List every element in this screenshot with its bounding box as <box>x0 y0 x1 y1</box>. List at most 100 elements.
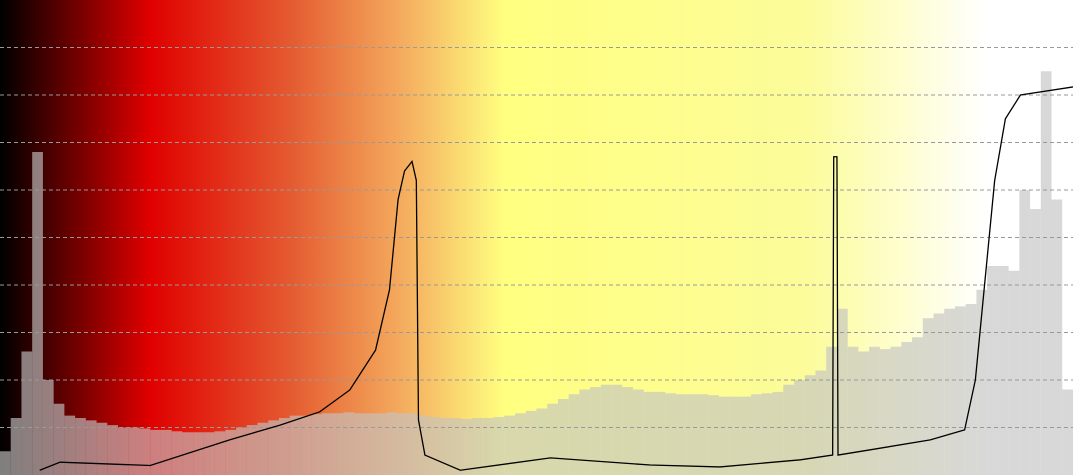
histogram-bar <box>751 394 762 475</box>
histogram-bar <box>525 410 537 475</box>
histogram-bar <box>364 413 376 475</box>
histogram-bar <box>311 414 322 475</box>
histogram-bar <box>686 394 698 475</box>
histogram-bar <box>965 304 977 475</box>
histogram-bar <box>386 412 398 475</box>
histogram-bar <box>515 413 526 475</box>
histogram-bar <box>654 391 666 475</box>
histogram-bar <box>193 432 204 475</box>
histogram-bar <box>407 413 419 475</box>
histogram-bar <box>107 425 119 475</box>
histogram-bar <box>879 349 891 475</box>
histogram-bar <box>1051 199 1063 475</box>
histogram-bar <box>171 431 183 475</box>
histogram-bar <box>858 351 870 475</box>
histogram-bar <box>708 395 719 475</box>
histogram-bar <box>493 417 505 475</box>
histogram-bar <box>450 418 462 475</box>
histogram-bar <box>826 346 837 475</box>
histogram-bar <box>1040 71 1052 475</box>
histogram-bar <box>1030 209 1041 475</box>
histogram-bar <box>922 318 934 475</box>
histogram-bar <box>697 394 709 475</box>
histogram-bar <box>0 451 11 475</box>
histogram-bar <box>257 422 269 475</box>
histogram-bar <box>85 420 97 475</box>
histogram-bar <box>847 346 859 475</box>
histogram-bar <box>150 429 161 475</box>
histogram-bar <box>53 403 65 475</box>
histogram-bar <box>278 418 290 475</box>
histogram-bar <box>118 427 129 475</box>
histogram-bar <box>665 393 676 475</box>
histogram-bar <box>557 399 569 475</box>
histogram-bar <box>675 394 687 475</box>
histogram-bar <box>890 346 902 475</box>
histogram-bar <box>1062 389 1073 475</box>
histogram-bar <box>139 428 151 475</box>
histogram-bar <box>21 351 33 475</box>
histogram-bar <box>343 412 355 475</box>
histogram-bar <box>622 387 634 475</box>
histogram-bar <box>461 418 473 475</box>
histogram-bar <box>869 346 880 475</box>
histogram-bar <box>987 266 998 475</box>
histogram-bar <box>418 415 430 475</box>
histogram-bar <box>42 380 54 475</box>
histogram-bar <box>504 415 516 475</box>
histogram-bar <box>611 384 623 475</box>
histogram-bar <box>75 418 86 475</box>
histogram-bar <box>836 308 848 475</box>
histogram-bar <box>246 425 258 475</box>
histogram-bar <box>482 418 494 475</box>
histogram-bar <box>321 413 333 475</box>
histogram-bar <box>1008 270 1020 475</box>
histogram-bar <box>976 289 988 475</box>
histogram-bar <box>761 393 773 475</box>
histogram-bar <box>954 306 966 475</box>
histogram-bar <box>633 389 644 475</box>
histogram-bar <box>933 313 945 475</box>
histogram-bar <box>300 415 312 475</box>
histogram-bar <box>590 387 601 475</box>
histogram-bar <box>354 413 365 475</box>
histogram-bar <box>997 266 1009 475</box>
histogram-bar <box>10 418 22 475</box>
histogram-bar <box>901 342 913 475</box>
histogram-bar <box>160 429 172 475</box>
histogram-bar <box>729 396 741 475</box>
histogram-bar <box>32 152 43 475</box>
histogram-bar <box>815 370 827 475</box>
histogram-bar <box>740 396 752 475</box>
histogram-bar <box>568 394 580 475</box>
histogram-bar <box>203 432 215 475</box>
histogram-bar <box>783 384 795 475</box>
histogram-bar <box>214 431 226 475</box>
histogram-bar <box>96 422 108 475</box>
histogram-bar <box>375 413 387 475</box>
histogram-bar <box>772 391 784 475</box>
histogram-bar <box>718 396 730 475</box>
histogram-bar <box>912 337 923 475</box>
histogram-bar <box>236 427 247 475</box>
histogram-bar <box>472 418 483 475</box>
histogram-bar <box>289 415 301 475</box>
histogram-bar <box>547 403 558 475</box>
histogram-bar <box>536 408 548 475</box>
opacity-curve[interactable] <box>39 86 1073 471</box>
histogram-bar <box>332 413 344 475</box>
histogram-bar <box>64 415 76 475</box>
histogram-bar <box>439 418 451 475</box>
histogram-bar <box>268 420 279 475</box>
histogram-bar <box>397 413 408 475</box>
histogram-bar <box>225 429 237 475</box>
histogram-bar <box>128 427 140 475</box>
histogram-bar <box>429 417 440 475</box>
histogram-bar <box>600 384 612 475</box>
histogram-bar <box>944 308 955 475</box>
histogram-bar <box>643 391 655 475</box>
histogram-bar <box>579 389 591 475</box>
histogram-bar <box>804 375 816 475</box>
